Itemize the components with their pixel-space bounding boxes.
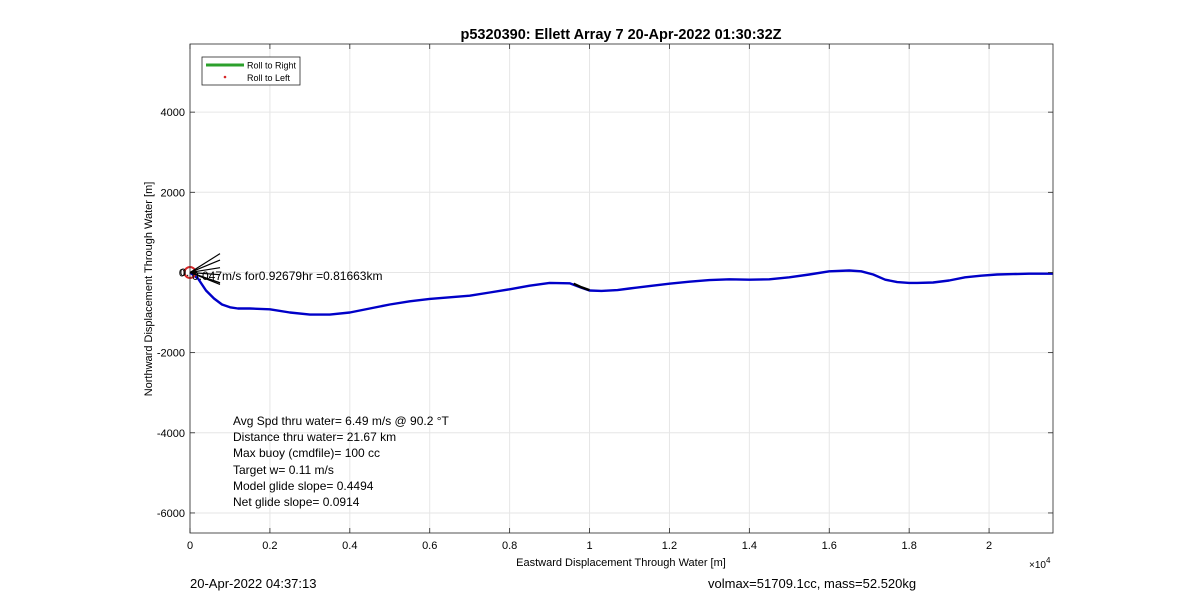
stat-distance: Distance thru water= 21.67 km: [233, 430, 396, 444]
current-label-prefix: 0.: [180, 267, 189, 279]
x-tick-label: 1.8: [902, 540, 917, 552]
x-tick-label: 0.6: [422, 540, 437, 552]
stats-block: Avg Spd thru water= 6.49 m/s @ 90.2 °T D…: [233, 414, 450, 509]
y-tick-label: -2000: [157, 348, 185, 360]
current-annotation: 0. 0.047m/s for0.92679hr =0.81663km: [180, 253, 382, 286]
legend-roll-left-swatch: [223, 75, 227, 79]
x-tick-label: 0.2: [262, 540, 277, 552]
x-exponent-power: 4: [1046, 556, 1051, 565]
x-tick-label: 0.4: [342, 540, 357, 552]
x-tick-label: 2: [986, 540, 992, 552]
legend-box: [201, 56, 301, 86]
plot-frame: [189, 43, 1054, 534]
x-tick-label: 1.6: [822, 540, 837, 552]
chart-title: p5320390: Ellett Array 7 20-Apr-2022 01:…: [460, 27, 781, 43]
y-axis-label: Northward Displacement Through Water [m]: [143, 182, 155, 397]
current-arrow: [189, 271, 221, 284]
y-tick-label: -4000: [157, 428, 185, 440]
current-arrow: [189, 253, 221, 273]
y-tick-label: -6000: [157, 508, 185, 520]
y-tick-label: 0: [179, 267, 185, 279]
legend: Roll to Right Roll to Left: [201, 56, 301, 86]
grid: [189, 44, 1053, 533]
y-tick-label: 4000: [161, 107, 185, 119]
stat-model-glide: Model glide slope= 0.4494: [233, 479, 374, 493]
stat-avg-speed: Avg Spd thru water= 6.49 m/s @ 90.2 °T: [233, 414, 450, 428]
track-line: [189, 269, 1053, 316]
x-exponent-base: 10: [1035, 560, 1047, 571]
legend-roll-left-label: Roll to Left: [247, 73, 291, 83]
footer-info: volmax=51709.1cc, mass=52.520kg: [708, 576, 917, 591]
current-arrow: [189, 259, 221, 274]
legend-roll-right-label: Roll to Right: [247, 61, 297, 71]
x-tick-label: 1: [586, 540, 592, 552]
footer-date: 20-Apr-2022 04:37:13: [190, 576, 317, 591]
current-arrow: [189, 267, 221, 274]
x-axis-label: Eastward Displacement Through Water [m]: [516, 557, 726, 569]
x-tick-label: 1.2: [662, 540, 677, 552]
stat-net-glide: Net glide slope= 0.0914: [233, 495, 360, 509]
current-label: 0.047m/s for0.92679hr =0.81663km: [192, 269, 382, 283]
tick-labels: 0 0.2 0.4 0.6 0.8 1 1.2 1.4 1.6 1.8 2 -6000 -4000 -20…: [157, 107, 992, 552]
current-arrow: [189, 271, 221, 276]
y-tick-label: 2000: [161, 187, 185, 199]
x-tick-label: 1.4: [742, 540, 757, 552]
x-exponent: ×104: [1029, 556, 1051, 571]
track-segment: [573, 282, 590, 292]
x-tick-label: 0: [187, 540, 193, 552]
axes: [189, 43, 1054, 534]
x-tick-label: 0.8: [502, 540, 517, 552]
stat-max-buoy: Max buoy (cmdfile)= 100 cc: [233, 446, 380, 460]
current-arrows: [189, 253, 221, 286]
stat-target-w: Target w= 0.11 m/s: [233, 463, 334, 477]
x-exponent-prefix: ×: [1029, 560, 1035, 571]
